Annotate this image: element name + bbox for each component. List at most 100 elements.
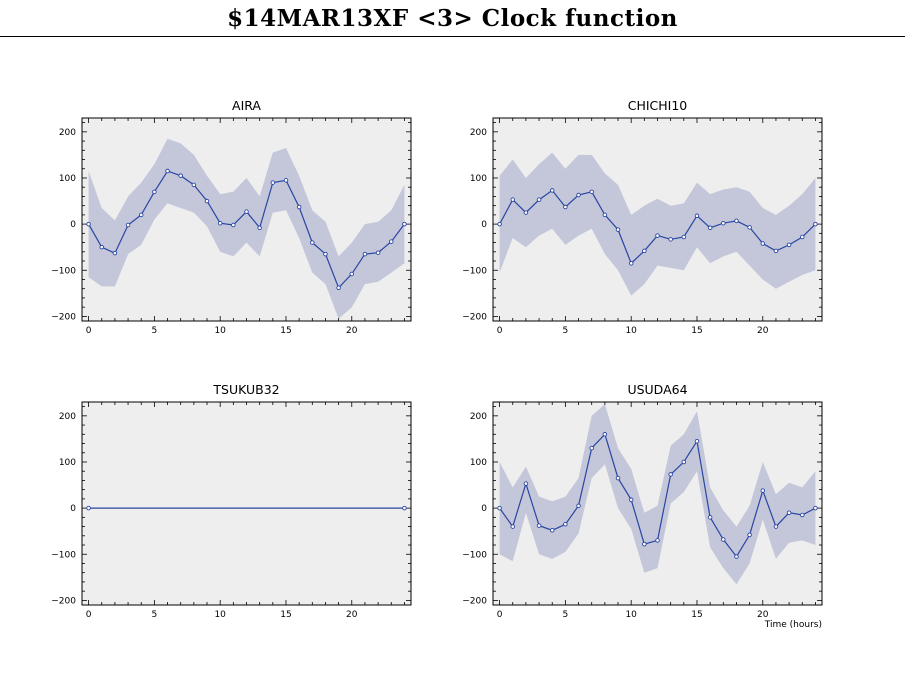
y-tick-label: 200 <box>470 128 487 138</box>
plot-panel: 0 5 10 15 20 −200 −100 0 100 200 TSUKUB32 <box>51 382 412 620</box>
data-point <box>642 248 647 254</box>
data-point <box>615 227 621 232</box>
data-point <box>589 189 594 195</box>
x-tick-label: 20 <box>757 326 769 336</box>
data-point <box>694 438 700 444</box>
data-point <box>549 528 555 533</box>
data-point <box>165 168 170 174</box>
x-tick-label: 20 <box>346 610 358 620</box>
data-point <box>589 445 594 451</box>
data-point <box>402 221 407 227</box>
y-tick-label: 0 <box>70 220 76 230</box>
data-point <box>204 198 210 204</box>
data-point <box>336 285 341 291</box>
y-tick-label: 200 <box>470 412 487 422</box>
y-tick-label: 200 <box>59 412 76 422</box>
data-point <box>191 182 197 188</box>
data-point <box>323 251 328 257</box>
data-point <box>576 503 581 509</box>
data-point <box>310 240 315 245</box>
y-tick-label: −200 <box>51 312 76 322</box>
y-tick-label: 100 <box>59 174 76 184</box>
x-tick-label: 15 <box>691 326 702 336</box>
x-tick-label: 0 <box>86 610 92 620</box>
data-point <box>549 188 555 193</box>
x-tick-label: 0 <box>497 610 503 620</box>
data-point <box>138 212 144 218</box>
x-tick-label: 10 <box>625 326 637 336</box>
data-point <box>655 233 660 238</box>
data-point <box>99 244 104 250</box>
x-tick-label: 15 <box>280 610 291 620</box>
data-point <box>217 220 223 226</box>
data-point <box>375 250 381 255</box>
data-point <box>362 251 368 257</box>
x-tick-label: 10 <box>625 610 637 620</box>
title-divider <box>0 36 905 37</box>
x-tick-label: 5 <box>152 610 158 620</box>
data-point <box>773 248 779 254</box>
data-point <box>563 204 568 210</box>
panel-title: AIRA <box>232 98 261 113</box>
data-point <box>721 220 726 226</box>
data-point <box>655 538 660 543</box>
data-point <box>402 505 407 511</box>
y-tick-label: −200 <box>462 596 487 606</box>
y-tick-label: −100 <box>462 550 487 560</box>
y-tick-label: −100 <box>462 266 487 276</box>
data-point <box>734 554 739 559</box>
data-point <box>86 505 91 511</box>
data-point <box>800 234 805 240</box>
x-axis-label: Time (hours) <box>764 620 822 630</box>
data-point <box>681 234 687 240</box>
data-point <box>602 432 608 437</box>
y-tick-label: −200 <box>51 596 76 606</box>
plot-panel: 0 5 10 15 20 −200 −100 0 100 200 CHICHI10 <box>462 98 823 336</box>
y-tick-label: 200 <box>59 128 76 138</box>
data-point <box>773 524 779 529</box>
data-point <box>257 225 262 231</box>
x-tick-label: 5 <box>563 326 569 336</box>
x-tick-label: 15 <box>691 610 702 620</box>
data-point <box>668 472 673 477</box>
data-point <box>628 261 634 266</box>
x-tick-label: 5 <box>563 610 569 620</box>
data-point <box>760 241 766 246</box>
data-point <box>813 221 818 227</box>
x-tick-label: 10 <box>214 610 226 620</box>
y-tick-label: 100 <box>59 458 76 468</box>
panel-title: USUDA64 <box>627 382 687 397</box>
data-point <box>786 242 792 248</box>
y-tick-label: 0 <box>481 220 487 230</box>
data-point <box>576 192 581 198</box>
data-point <box>681 459 687 465</box>
x-tick-label: 20 <box>346 326 358 336</box>
y-tick-label: −100 <box>51 266 76 276</box>
data-point <box>563 522 568 527</box>
uncertainty-band <box>88 138 405 319</box>
data-point <box>760 488 766 493</box>
data-point <box>389 239 394 244</box>
data-point <box>694 213 700 219</box>
data-point <box>86 221 91 227</box>
uncertainty-band <box>499 404 816 585</box>
data-point <box>523 210 529 215</box>
data-point <box>668 237 673 242</box>
data-point <box>497 221 502 227</box>
data-point <box>523 481 529 486</box>
data-point <box>721 537 726 542</box>
data-point <box>349 271 355 277</box>
y-tick-label: 0 <box>481 504 487 514</box>
data-point <box>112 250 118 256</box>
data-point <box>734 218 739 224</box>
data-point <box>800 512 805 518</box>
data-point <box>642 541 647 547</box>
data-point <box>747 225 752 230</box>
data-point <box>497 505 502 511</box>
page-title: $14MAR13XF <3> Clock function <box>227 5 678 32</box>
data-point <box>813 505 818 511</box>
data-point <box>244 209 249 214</box>
plot-area <box>82 402 411 605</box>
data-point <box>152 189 157 195</box>
